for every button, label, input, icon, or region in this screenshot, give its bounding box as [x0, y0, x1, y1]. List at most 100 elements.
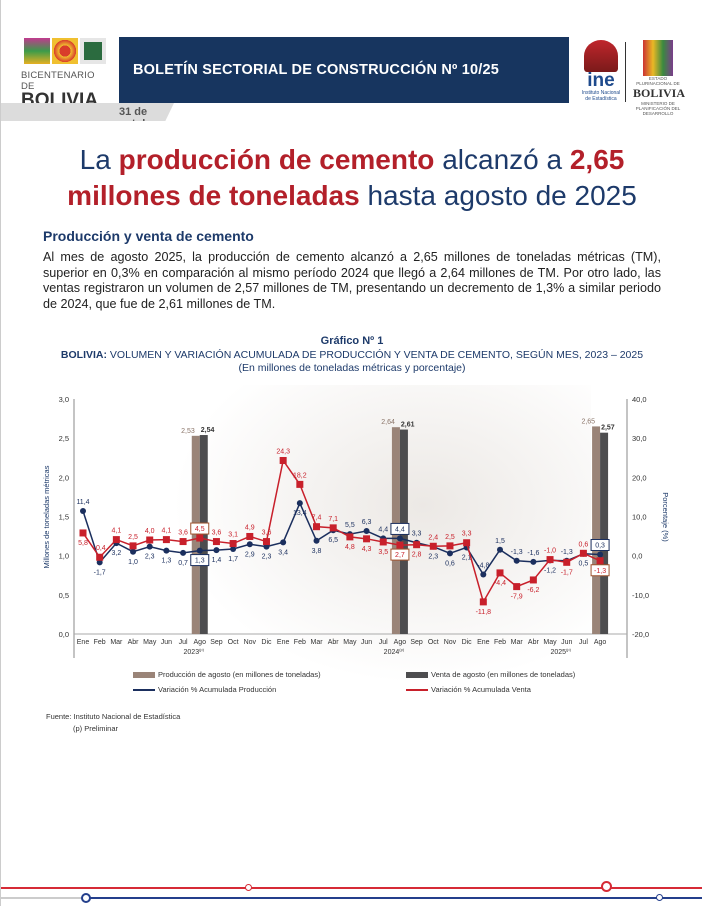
footer-red-line [1, 887, 702, 889]
y2-tick-label: 40,0 [632, 395, 647, 404]
point-venta [146, 536, 154, 544]
venta-data-label: 7,1 [328, 516, 338, 523]
venta-data-label: 4,5 [195, 526, 205, 533]
year-label: 2024(p) [384, 647, 405, 656]
point-venta [96, 553, 104, 561]
point-venta [279, 456, 287, 464]
headline: La producción de cemento alcanzó a 2,65 … [67, 144, 637, 211]
venta-data-label: 3,1 [228, 532, 238, 539]
y2-axis-title: Porcentaje (%) [661, 492, 670, 542]
point-venta [413, 541, 421, 549]
produccion-data-label: -1,7 [94, 569, 106, 576]
x-tick-label: Sep [410, 639, 423, 646]
venta-data-label: 4,0 [145, 528, 155, 535]
produccion-data-label: -1,6 [527, 550, 539, 557]
point-produccion [196, 547, 203, 554]
x-tick-label: Jun [161, 639, 172, 646]
venta-data-label: -1,3 [594, 568, 606, 575]
venta-data-label: 2,7 [395, 552, 405, 559]
point-venta [346, 533, 354, 541]
x-tick-label: Nov [444, 639, 457, 646]
produccion-data-label: -4,8 [477, 562, 489, 569]
x-tick-label: Ene [77, 639, 90, 646]
boxed-label-frame [190, 522, 210, 535]
bar-produccion-label: 2,53 [181, 428, 195, 435]
point-produccion [396, 535, 403, 542]
boxed-label-frame [390, 548, 410, 561]
bar-venta-label: 2,61 [401, 422, 415, 429]
gov-logo-sub: MINISTERIO DE PLANIFICACIÓN DEL DESARROL… [635, 101, 681, 116]
x-tick-label: Ago [194, 639, 207, 646]
point-produccion [497, 546, 503, 553]
produccion-data-label: -1,3 [561, 549, 573, 556]
point-venta [229, 540, 237, 548]
produccion-data-label: 0,6 [445, 560, 455, 567]
point-venta [262, 538, 270, 546]
x-tick-label: Mar [110, 639, 123, 646]
x-tick-label: May [343, 639, 357, 646]
produccion-data-label: 2,3 [262, 554, 272, 561]
x-tick-label: Dic [261, 639, 272, 646]
point-venta [212, 538, 220, 546]
boxed-label-frame [590, 564, 610, 577]
legend-bar-venta: Venta de agosto (en millones de tonelada… [406, 670, 575, 679]
background-photo [171, 385, 591, 685]
point-produccion [296, 500, 303, 507]
produccion-data-label: 3,8 [312, 548, 322, 555]
point-venta [246, 532, 254, 540]
ine-logo: ine Instituto Nacional de Estadística [581, 40, 621, 102]
x-tick-label: Jul [579, 639, 588, 646]
produccion-data-label: 6,5 [328, 537, 338, 544]
preliminary-note: (p) Preliminar [73, 724, 119, 733]
venta-data-label: 0,6 [579, 541, 589, 548]
footer-dot [245, 884, 252, 891]
x-tick-label: Jul [179, 639, 188, 646]
bar-produccion-label: 2,64 [381, 419, 395, 426]
point-produccion [363, 527, 370, 534]
produccion-data-label: 3,4 [278, 549, 288, 556]
point-produccion [213, 547, 220, 554]
x-tick-label: Dic [462, 639, 473, 646]
bar-produccion [191, 435, 200, 634]
x-tick-label: May [143, 639, 157, 646]
point-venta [546, 556, 554, 564]
venta-data-label: 5,8 [78, 540, 88, 547]
boxed-label-frame [590, 538, 610, 551]
x-tick-label: Mar [511, 639, 524, 646]
produccion-data-label: 0,7 [178, 560, 188, 567]
point-produccion [313, 537, 320, 544]
venta-data-label: 4,1 [111, 528, 121, 535]
venta-data-label: 18,2 [293, 472, 307, 479]
bar-venta-label: 2,54 [201, 427, 215, 434]
produccion-data-label: 3,3 [412, 531, 422, 538]
venta-data-label: -0,4 [94, 545, 106, 552]
produccion-data-label: 0,5 [579, 561, 589, 568]
chart: 0,0 0,5 1,0 1,5 2,0 2,5 3,0 -20,0 -10,0 0,0 10,0 20… [42, 395, 670, 658]
x-tick-label: Jun [361, 639, 372, 646]
chart-title: BOLIVIA: VOLUMEN Y VARIACIÓN ACUMULADA D… [60, 349, 644, 361]
point-venta [596, 557, 604, 565]
y-tick-label: 0,0 [59, 630, 69, 639]
chart-subtitle: (En millones de toneladas métricas y por… [238, 362, 466, 374]
produccion-data-label: 1,5 [495, 538, 505, 545]
produccion-data-label: 1,0 [128, 559, 138, 566]
point-venta [513, 583, 521, 591]
venta-data-label: -6,2 [527, 587, 539, 594]
ine-logo-text: ine [587, 70, 615, 91]
point-produccion [513, 557, 520, 564]
venta-data-label: 4,3 [362, 546, 372, 553]
y-axis-title: Millones de toneladas métricas [42, 465, 51, 568]
footer-grey-line [1, 897, 86, 899]
point-venta [196, 534, 204, 542]
point-produccion [280, 539, 287, 546]
logo-text-small: BICENTENARIO DE [21, 70, 95, 92]
bar-venta [600, 432, 609, 634]
y-tick-label: 1,0 [59, 552, 69, 561]
venta-data-label: 4,8 [345, 544, 355, 551]
venta-data-label: -1,0 [544, 548, 556, 555]
y2-tick-label: -10,0 [632, 591, 649, 600]
boxed-label-frame [390, 522, 410, 535]
produccion-data-label: 2,3 [428, 554, 438, 561]
boxed-label-frame [190, 554, 210, 567]
venta-data-label: -1,7 [561, 569, 573, 576]
